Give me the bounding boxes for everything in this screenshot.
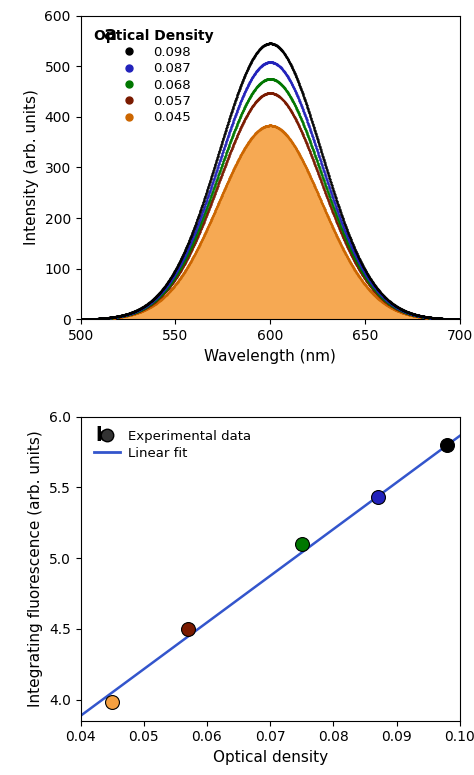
Point — [443, 439, 451, 451]
Legend: 0.098, 0.087, 0.068, 0.057, 0.045: 0.098, 0.087, 0.068, 0.057, 0.045 — [87, 22, 220, 131]
Point — [184, 622, 192, 635]
Point — [109, 696, 116, 708]
X-axis label: Optical density: Optical density — [213, 750, 328, 765]
Point — [298, 538, 306, 550]
X-axis label: Wavelength (nm): Wavelength (nm) — [204, 349, 336, 363]
Y-axis label: Intensity (arb. units): Intensity (arb. units) — [24, 90, 39, 246]
Y-axis label: Integrating fluorescence (arb. units): Integrating fluorescence (arb. units) — [28, 430, 43, 707]
Legend: Experimental data, Linear fit: Experimental data, Linear fit — [87, 423, 258, 467]
Text: b: b — [96, 426, 109, 445]
Text: a: a — [103, 25, 117, 43]
Point — [374, 491, 382, 504]
